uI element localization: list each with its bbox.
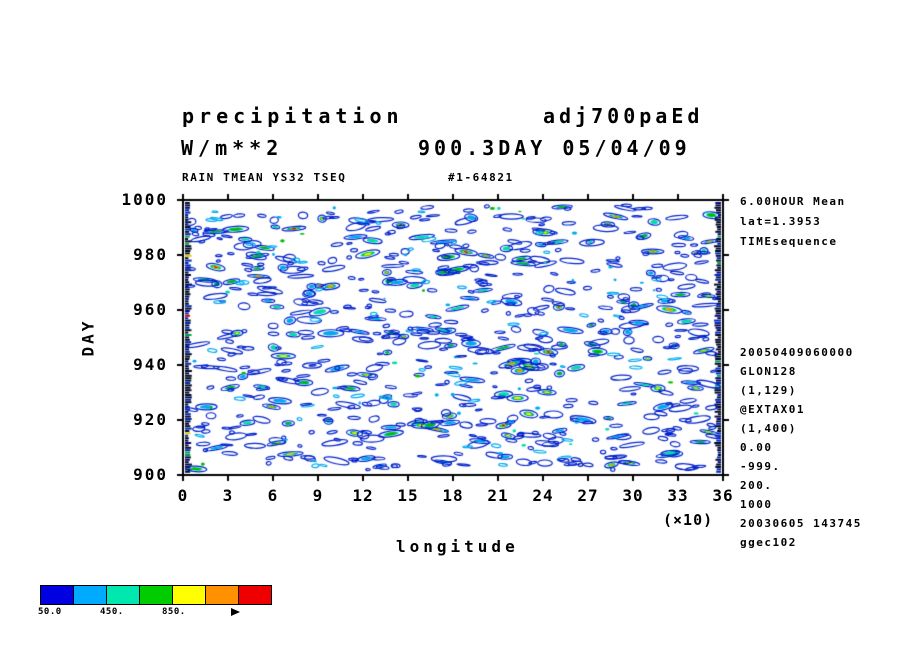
time-stamp-label: 900.3DAY 05/04/09 xyxy=(418,136,691,160)
x-scale-note: (×10) xyxy=(663,511,714,529)
colorbar xyxy=(40,585,272,605)
dataset-label: RAIN TMEAN YS32 TSEQ xyxy=(182,171,347,184)
annotation-line: @EXTAX01 xyxy=(740,403,805,416)
annotation-line: 200. xyxy=(740,479,773,492)
annotation-line: -999. xyxy=(740,460,781,473)
annotation-line: TIMEsequence xyxy=(740,235,838,248)
colorbar-segment xyxy=(140,586,173,604)
y-axis-title: DAY xyxy=(78,318,98,357)
x-tick-label: 24 xyxy=(532,486,554,505)
x-tick-label: 0 xyxy=(177,486,189,505)
annotation-line: 20050409060000 xyxy=(740,346,854,359)
annotation-line: 0.00 xyxy=(740,441,773,454)
plot-title-right: adj700paEd xyxy=(543,104,704,128)
annotation-line: GLON128 xyxy=(740,365,797,378)
x-tick-label: 3 xyxy=(222,486,234,505)
x-tick-label: 9 xyxy=(312,486,324,505)
annotation-line: (1,400) xyxy=(740,422,797,435)
units-label: W/m**2 xyxy=(181,136,284,160)
colorbar-segment xyxy=(173,586,206,604)
annotation-line: 20030605 143745 xyxy=(740,517,862,530)
colorbar-label: 850. xyxy=(162,607,186,617)
annotation-line: lat=1.3953 xyxy=(740,215,822,228)
colorbar-segment xyxy=(41,586,74,604)
y-tick-label: 980 xyxy=(133,245,168,264)
frame-counter: #1-64821 xyxy=(448,171,514,184)
x-tick-label: 6 xyxy=(267,486,279,505)
x-tick-label: 15 xyxy=(397,486,419,505)
colorbar-segment xyxy=(107,586,140,604)
y-tick-label: 900 xyxy=(133,465,168,484)
x-tick-label: 36 xyxy=(712,486,734,505)
colorbar-label: 450. xyxy=(100,607,124,617)
x-tick-label: 27 xyxy=(577,486,599,505)
colorbar-overflow-arrow-icon xyxy=(231,608,240,616)
colorbar-label: 50.0 xyxy=(38,607,62,617)
x-tick-label: 30 xyxy=(622,486,644,505)
colorbar-segment xyxy=(239,586,271,604)
annotation-line: 1000 xyxy=(740,498,773,511)
colorbar-segment xyxy=(74,586,107,604)
colorbar-segment xyxy=(206,586,239,604)
x-tick-label: 21 xyxy=(487,486,509,505)
y-tick-label: 940 xyxy=(133,355,168,374)
annotation-line: (1,129) xyxy=(740,384,797,397)
annotation-line: 6.00HOUR Mean xyxy=(740,195,846,208)
plot-title: precipitation xyxy=(182,104,404,128)
y-tick-label: 960 xyxy=(133,300,168,319)
x-tick-label: 12 xyxy=(352,486,374,505)
y-tick-label: 1000 xyxy=(121,190,168,209)
annotation-line: ggec102 xyxy=(740,536,797,549)
x-tick-label: 18 xyxy=(442,486,464,505)
x-axis-title: longitude xyxy=(396,537,519,556)
hovmoller-plot-canvas xyxy=(171,190,735,486)
x-tick-label: 33 xyxy=(667,486,689,505)
y-tick-label: 920 xyxy=(133,410,168,429)
